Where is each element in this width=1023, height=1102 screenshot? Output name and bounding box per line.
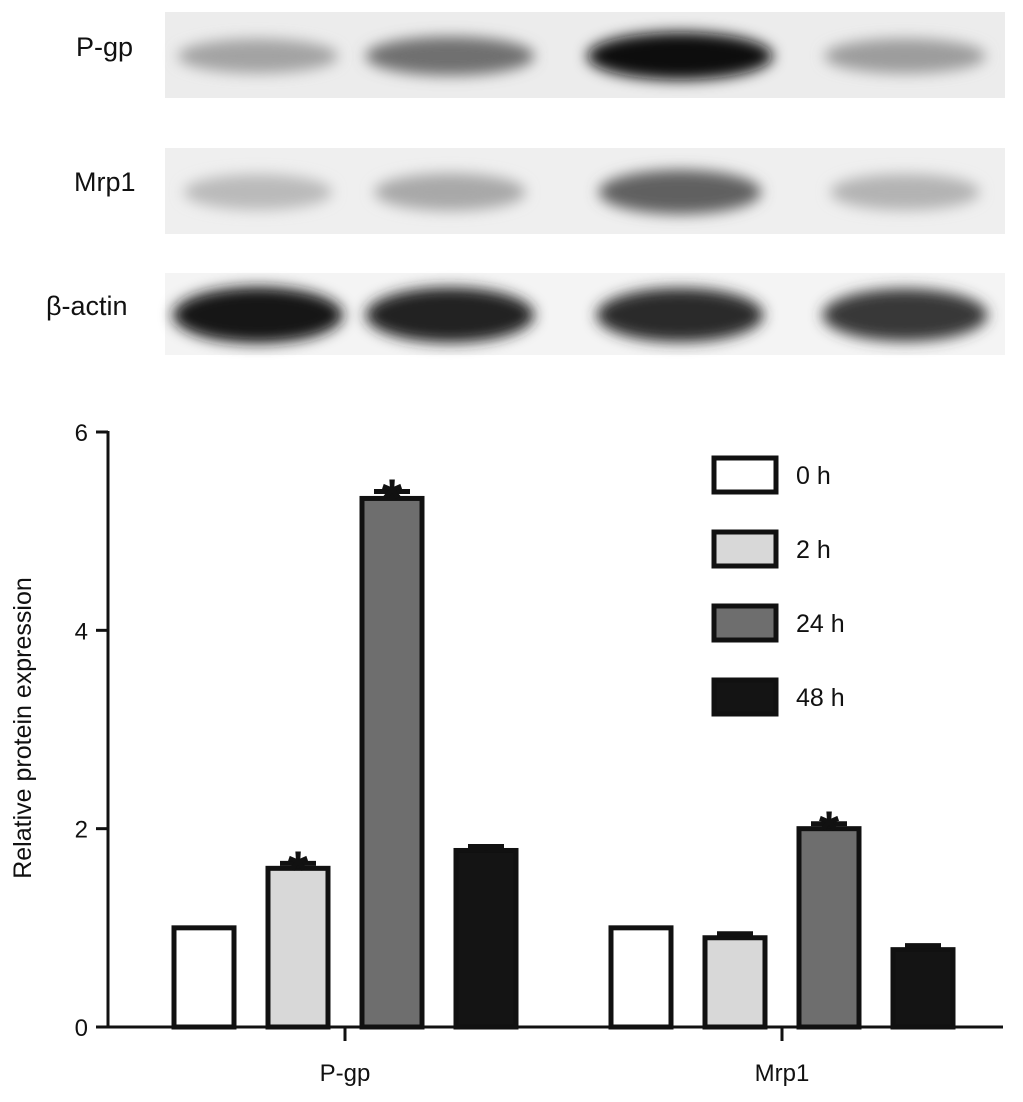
- legend: 0 h 2 h 24 h 48 h: [711, 455, 845, 717]
- blot-band: [374, 173, 526, 211]
- bar: [608, 925, 674, 1030]
- legend-swatch: [711, 677, 779, 717]
- blot-band: [596, 288, 764, 342]
- bar: [359, 495, 425, 1030]
- y-tick-label: 2: [75, 817, 88, 844]
- blot-band: [365, 287, 535, 343]
- y-tick-label: 0: [75, 1015, 88, 1042]
- blot-band: [183, 174, 333, 210]
- x-axis: P-gp Mrp1: [108, 1025, 1003, 1087]
- blot-row-beta-actin: β-actin: [46, 273, 1005, 355]
- blot-band: [598, 169, 762, 215]
- legend-label: 48 h: [796, 684, 845, 712]
- y-tick-label: 4: [75, 618, 88, 645]
- x-tick-label: Mrp1: [755, 1060, 810, 1087]
- western-blot-panel: P-gp Mrp1 β-actin: [46, 12, 1005, 355]
- legend-label: 2 h: [796, 536, 831, 564]
- blot-label-pgp: P-gp: [76, 32, 133, 62]
- y-axis: 0 2 4 6: [75, 420, 110, 1042]
- legend-label: 0 h: [796, 462, 831, 490]
- blot-bands-pgp: [177, 32, 986, 80]
- bar: [702, 935, 768, 1030]
- blot-bands-beta-actin: [172, 286, 988, 344]
- blot-bands-mrp1: [183, 169, 980, 215]
- blot-label-beta-actin: β-actin: [46, 291, 128, 321]
- significance-marker: *: [819, 802, 840, 860]
- blot-band: [830, 173, 980, 211]
- blot-label-mrp1: Mrp1: [74, 167, 136, 197]
- blot-band: [822, 288, 988, 342]
- legend-swatch: [711, 529, 779, 569]
- significance-marker: *: [382, 470, 403, 528]
- x-tick-label: P-gp: [320, 1060, 371, 1087]
- bars: * * *: [171, 470, 956, 1030]
- blot-band: [172, 286, 344, 344]
- legend-label: 24 h: [796, 610, 845, 638]
- blot-band: [824, 38, 986, 74]
- blot-band: [587, 32, 773, 80]
- blot-row-pgp: P-gp: [76, 12, 1005, 98]
- significance-marker: *: [288, 841, 309, 899]
- bar: [453, 847, 519, 1030]
- blot-band: [177, 38, 339, 74]
- blot-band: [365, 36, 535, 76]
- y-axis-title: Relative protein expression: [9, 577, 37, 879]
- bar: [171, 925, 237, 1030]
- y-tick-label: 6: [75, 420, 88, 447]
- blot-row-mrp1: Mrp1: [74, 148, 1005, 234]
- bar: [890, 947, 956, 1030]
- legend-swatch: [711, 455, 779, 495]
- legend-swatch: [711, 603, 779, 643]
- bar-chart: Relative protein expression 0 2 4 6 P-gp Mrp…: [9, 420, 1003, 1087]
- bar: [796, 826, 862, 1030]
